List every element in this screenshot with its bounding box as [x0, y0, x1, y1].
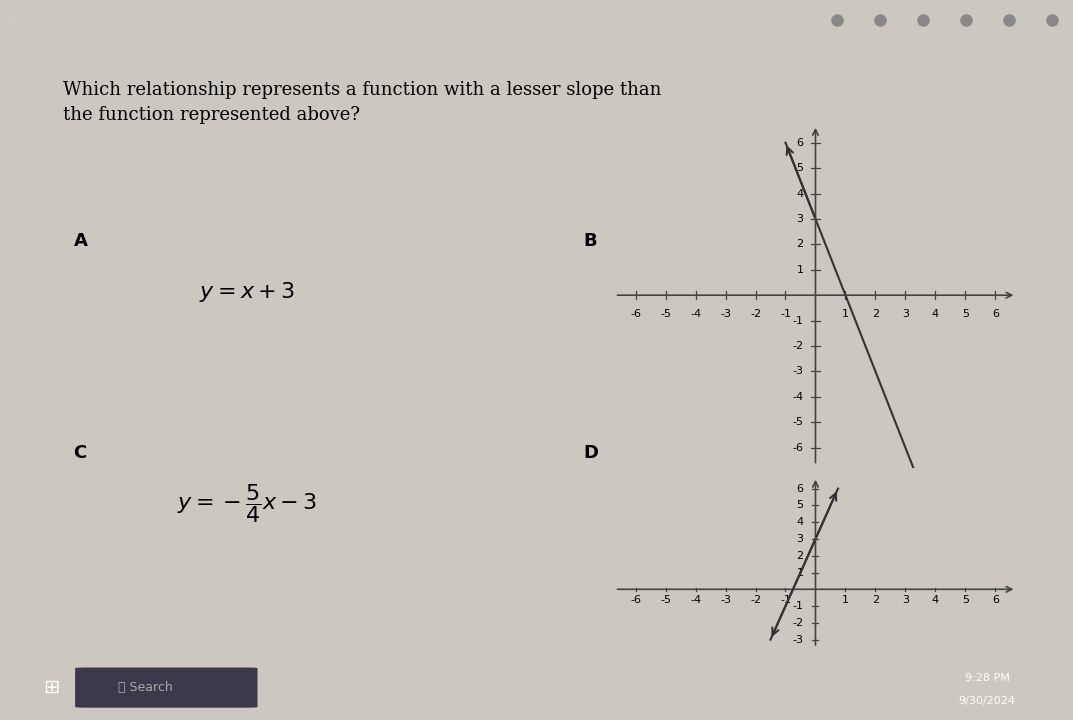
Text: -6: -6	[630, 595, 641, 605]
Text: -1: -1	[780, 309, 791, 319]
Text: -6: -6	[630, 309, 641, 319]
Text: -3: -3	[720, 309, 731, 319]
Text: 9:28 PM: 9:28 PM	[965, 673, 1010, 683]
Text: 6: 6	[991, 595, 999, 605]
Text: 6: 6	[991, 309, 999, 319]
Text: Which relationship represents a function with a lesser slope than
the function r: Which relationship represents a function…	[63, 81, 662, 124]
Text: A: A	[73, 232, 87, 250]
Text: 4: 4	[796, 189, 804, 199]
Text: -6: -6	[793, 443, 804, 453]
Text: $y = -\dfrac{5}{4}x - 3$: $y = -\dfrac{5}{4}x - 3$	[177, 482, 317, 526]
Text: -1: -1	[780, 595, 791, 605]
Text: -5: -5	[660, 309, 671, 319]
Text: 2: 2	[796, 239, 804, 249]
Text: -2: -2	[792, 341, 804, 351]
Text: -5: -5	[793, 418, 804, 427]
Text: 3: 3	[796, 534, 804, 544]
Text: -2: -2	[792, 618, 804, 628]
Text: 3: 3	[902, 309, 909, 319]
Text: 4: 4	[796, 517, 804, 527]
Text: 5: 5	[961, 595, 969, 605]
Text: -3: -3	[720, 595, 731, 605]
Text: -5: -5	[660, 595, 671, 605]
Text: 3: 3	[902, 595, 909, 605]
Text: 1: 1	[796, 265, 804, 275]
Text: 4: 4	[931, 309, 939, 319]
Text: 4: 4	[931, 595, 939, 605]
Text: D: D	[584, 444, 598, 462]
Text: -3: -3	[793, 634, 804, 644]
Text: -2: -2	[750, 595, 761, 605]
Text: app/student/3670305/24746728/473627297e710fee91aea78bcfe3ace2: app/student/3670305/24746728/473627297e7…	[5, 12, 440, 24]
Text: 5: 5	[796, 500, 804, 510]
Text: B: B	[584, 232, 597, 250]
Text: 5: 5	[961, 309, 969, 319]
Text: ⊞: ⊞	[43, 678, 59, 697]
Text: 1: 1	[842, 309, 849, 319]
Text: -2: -2	[750, 309, 761, 319]
Text: 6: 6	[796, 138, 804, 148]
FancyBboxPatch shape	[75, 667, 258, 708]
Text: -4: -4	[690, 309, 701, 319]
Text: 9/30/2024: 9/30/2024	[958, 696, 1016, 706]
Text: -4: -4	[792, 392, 804, 402]
Text: C: C	[73, 444, 87, 462]
Text: 2: 2	[872, 595, 879, 605]
Text: -4: -4	[690, 595, 701, 605]
Text: -1: -1	[793, 315, 804, 325]
Text: 1: 1	[842, 595, 849, 605]
Text: -1: -1	[793, 601, 804, 611]
Text: 🔍 Search: 🔍 Search	[118, 681, 173, 694]
Text: 3: 3	[796, 214, 804, 224]
Text: -3: -3	[793, 366, 804, 377]
Text: 2: 2	[796, 551, 804, 561]
Text: 1: 1	[796, 567, 804, 577]
Text: $y = x + 3$: $y = x + 3$	[199, 280, 295, 305]
Text: 6: 6	[796, 484, 804, 494]
Text: 5: 5	[796, 163, 804, 173]
Text: 2: 2	[872, 309, 879, 319]
